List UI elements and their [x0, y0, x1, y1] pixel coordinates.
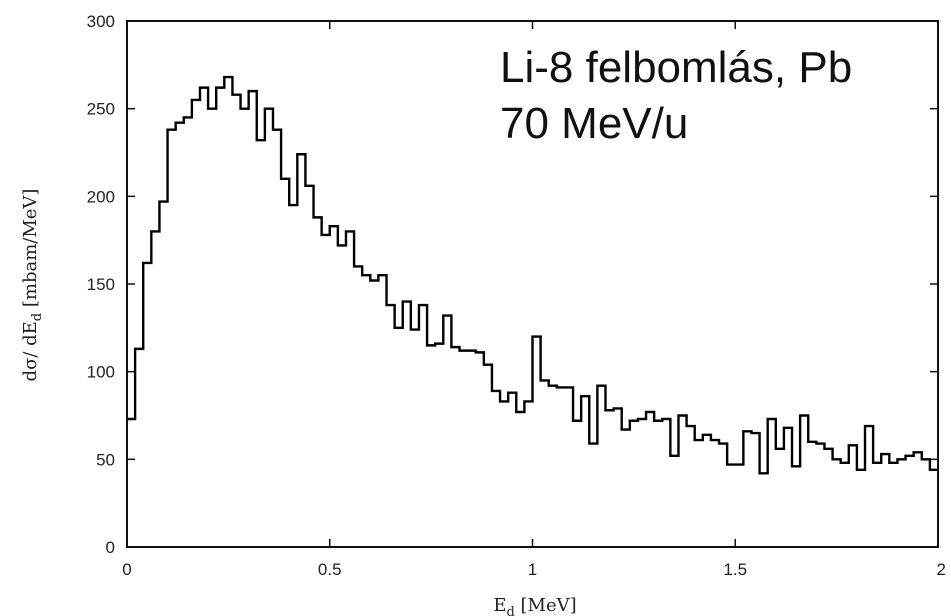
x-tick-labels: 0 0.5 1 1.5 2: [122, 560, 946, 579]
x-tick-label: 2: [937, 560, 946, 579]
chart-annotation-line-1: Li-8 felbomlás, Pb: [500, 43, 852, 92]
x-tick-label: 1.5: [723, 560, 747, 579]
y-tick-labels: 0 50 100 150 200 250 300: [87, 12, 115, 557]
plot-frame: [126, 20, 939, 548]
y-tick-label: 150: [87, 275, 115, 294]
x-tick-label: 0: [122, 560, 131, 579]
histogram-series-line: [127, 75, 938, 475]
x-axis-label: Ed [MeV]: [493, 595, 576, 616]
y-tick-label: 0: [106, 538, 115, 557]
y-tick-label: 200: [87, 187, 115, 206]
x-tick-label: 1: [528, 560, 537, 579]
y-tick-label: 100: [87, 363, 115, 382]
y-tick-label: 50: [96, 450, 115, 469]
y-tick-label: 250: [87, 100, 115, 119]
y-tick-label: 300: [87, 12, 115, 31]
chart-annotation-line-2: 70 MeV/u: [500, 99, 688, 148]
x-tick-label: 0.5: [318, 560, 342, 579]
y-axis-label: dσ/ dEd [mbam/MeV]: [20, 189, 45, 382]
